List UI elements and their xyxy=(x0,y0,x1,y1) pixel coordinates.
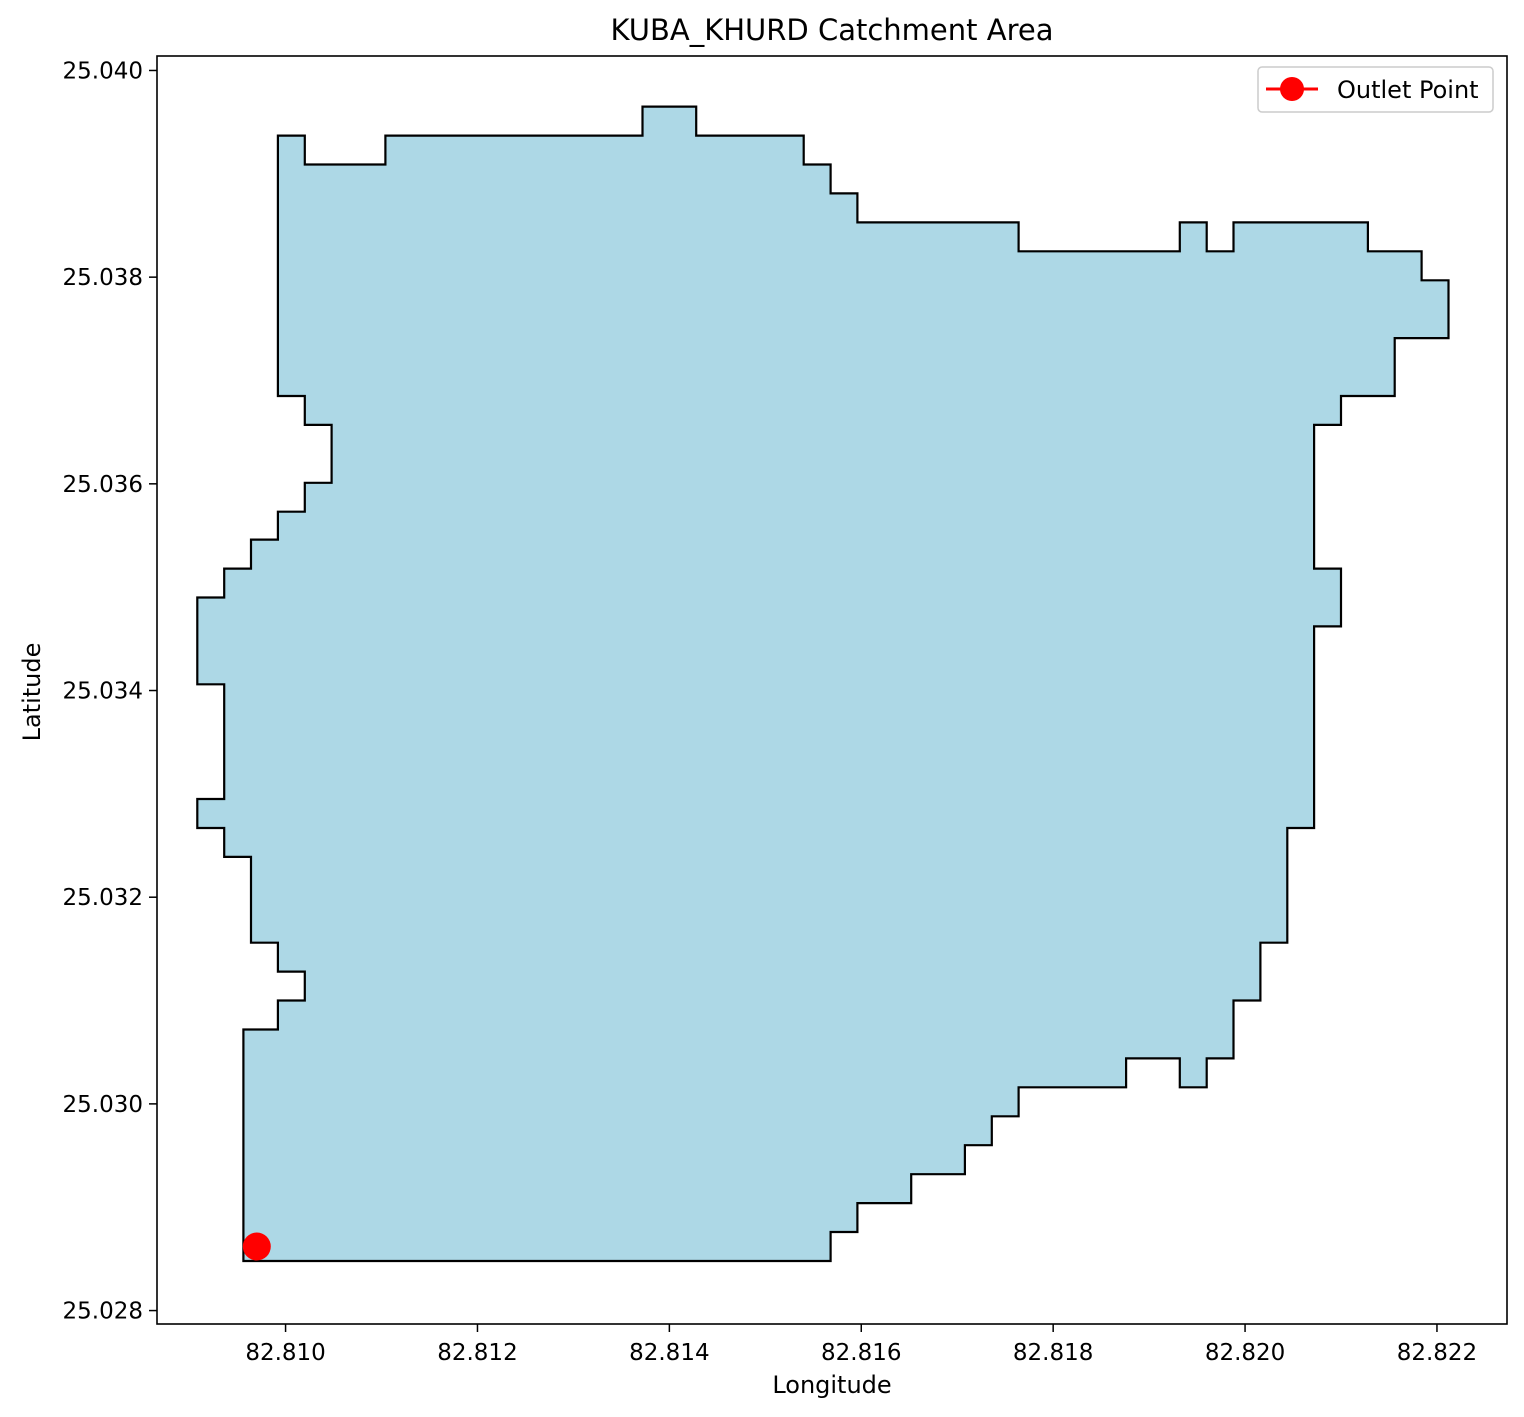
x-axis-ticks: 82.810 82.812 82.814 82.816 82.818 82.820 82.8… xyxy=(245,1324,1477,1366)
y-tick-label: 25.040 xyxy=(63,58,143,84)
x-tick-label: 82.820 xyxy=(1205,1340,1285,1366)
legend-entry-outlet-point: Outlet Point xyxy=(1337,76,1479,104)
y-tick-label: 25.030 xyxy=(63,1092,143,1118)
y-tick-label: 25.034 xyxy=(63,679,143,705)
legend-box xyxy=(1257,66,1494,113)
x-tick-label: 82.822 xyxy=(1397,1340,1477,1366)
x-tick-label: 82.814 xyxy=(629,1340,709,1366)
x-tick-label: 82.812 xyxy=(437,1340,517,1366)
y-tick-label: 25.036 xyxy=(63,472,143,498)
y-axis-label: Latitude xyxy=(18,643,46,742)
y-axis-ticks: 25.028 25.030 25.032 25.034 25.036 25.038 25.0… xyxy=(63,58,157,1325)
x-tick-label: 82.818 xyxy=(1013,1340,1093,1366)
x-tick-label: 82.816 xyxy=(821,1340,901,1366)
catchment-polygon xyxy=(196,105,1450,1263)
outlet-point-marker xyxy=(242,1232,271,1261)
y-tick-label: 25.028 xyxy=(63,1299,143,1325)
y-tick-label: 25.032 xyxy=(63,885,143,911)
legend: Outlet Point xyxy=(1257,66,1494,113)
x-axis-label: Longitude xyxy=(772,1371,891,1399)
y-tick-label: 25.038 xyxy=(63,265,143,291)
chart-title: KUBA_KHURD Catchment Area xyxy=(611,13,1054,47)
legend-marker-sample xyxy=(1280,77,1304,101)
x-tick-label: 82.810 xyxy=(245,1340,325,1366)
